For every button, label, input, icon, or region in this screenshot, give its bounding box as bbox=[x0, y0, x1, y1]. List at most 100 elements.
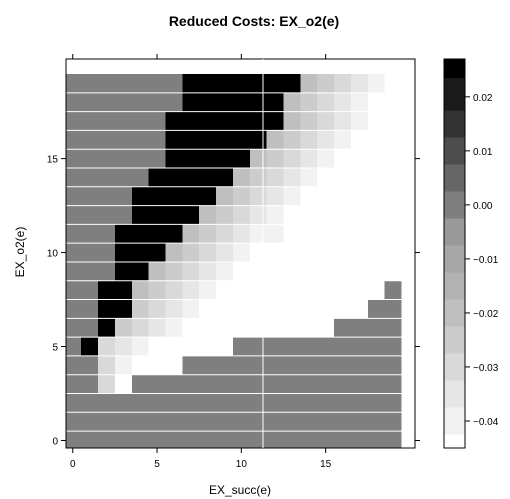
heatmap-cell bbox=[249, 130, 267, 150]
heatmap-cell bbox=[317, 130, 335, 150]
heatmap-cell bbox=[66, 205, 82, 225]
heatmap-cell bbox=[182, 111, 200, 131]
heatmap-cell bbox=[232, 261, 250, 281]
heatmap-cell bbox=[334, 412, 351, 432]
heatmap-cell bbox=[266, 224, 284, 244]
heatmap-cell bbox=[131, 205, 149, 225]
heatmap-cell bbox=[367, 167, 385, 187]
heatmap-cell bbox=[367, 431, 385, 448]
heatmap-cell bbox=[66, 431, 82, 448]
heatmap-cell bbox=[350, 374, 368, 394]
heatmap-cell bbox=[266, 130, 284, 150]
heatmap-cell bbox=[334, 280, 351, 300]
heatmap-cell bbox=[131, 111, 149, 131]
heatmap-cell bbox=[114, 205, 132, 225]
heatmap-cell bbox=[334, 261, 351, 281]
heatmap-cell bbox=[384, 74, 402, 93]
heatmap-cell bbox=[300, 393, 318, 413]
heatmap-cell bbox=[283, 318, 301, 338]
x-axis-ticks: 0 5 10 15 bbox=[70, 54, 332, 470]
heatmap-cell bbox=[384, 393, 402, 413]
heatmap-cell bbox=[384, 205, 402, 225]
heatmap-cell bbox=[384, 167, 402, 187]
heatmap-cell bbox=[131, 299, 149, 319]
heatmap-cell bbox=[266, 243, 284, 262]
heatmap-cell bbox=[300, 92, 318, 112]
heatmap-cell bbox=[350, 243, 368, 262]
heatmap-cell bbox=[114, 111, 132, 131]
heatmap-cell bbox=[334, 111, 351, 131]
heatmap-cell bbox=[334, 205, 351, 225]
heatmap-cell bbox=[334, 431, 351, 448]
heatmap-cell bbox=[182, 224, 200, 244]
heatmap-cell bbox=[266, 111, 284, 131]
heatmap-cell bbox=[98, 412, 115, 432]
heatmap-cell bbox=[131, 243, 149, 262]
heatmap-cell bbox=[266, 205, 284, 225]
heatmap-cell bbox=[249, 337, 267, 356]
heatmap-cell bbox=[317, 92, 335, 112]
heatmap-cell bbox=[148, 393, 166, 413]
heatmap-cell bbox=[283, 374, 301, 394]
heatmap-cell bbox=[384, 186, 402, 206]
heatmap-cell bbox=[283, 205, 301, 225]
colorbar-swatch bbox=[444, 245, 465, 273]
heatmap-cell bbox=[266, 92, 284, 112]
heatmap-cell bbox=[182, 318, 200, 338]
heatmap-cell bbox=[216, 412, 233, 432]
heatmap-cell bbox=[131, 431, 149, 448]
heatmap-cell bbox=[350, 299, 368, 319]
heatmap-cell bbox=[266, 337, 284, 356]
heatmap-cell bbox=[165, 374, 183, 394]
x-tick-label: 15 bbox=[320, 459, 332, 470]
heatmap-cell bbox=[98, 337, 115, 356]
heatmap-cell bbox=[266, 299, 284, 319]
heatmap-cell bbox=[199, 412, 217, 432]
heatmap-cell bbox=[66, 243, 82, 262]
heatmap-cell bbox=[300, 355, 318, 375]
heatmap-cell bbox=[216, 224, 233, 244]
heatmap-cell bbox=[300, 374, 318, 394]
heatmap-cell bbox=[317, 431, 335, 448]
x-tick-label: 5 bbox=[154, 459, 160, 470]
heatmap-cell bbox=[165, 74, 183, 93]
heatmap-cell bbox=[148, 130, 166, 150]
colorbar-swatch bbox=[444, 191, 465, 219]
heatmap-cell bbox=[81, 374, 99, 394]
row-separator-lines bbox=[66, 92, 415, 432]
heatmap-cell bbox=[148, 243, 166, 262]
heatmap-cell bbox=[216, 167, 233, 187]
heatmap-cell bbox=[114, 355, 132, 375]
heatmap-cell bbox=[232, 243, 250, 262]
heatmap-cell bbox=[300, 337, 318, 356]
heatmap-cell bbox=[66, 318, 82, 338]
heatmap-cell bbox=[266, 393, 284, 413]
heatmap-cell bbox=[283, 224, 301, 244]
heatmap-cell bbox=[283, 74, 301, 93]
heatmap-cell bbox=[216, 92, 233, 112]
chart-title: Reduced Costs: EX_o2(e) bbox=[169, 13, 339, 29]
heatmap-cell bbox=[216, 186, 233, 206]
heatmap-cell bbox=[81, 337, 99, 356]
heatmap-cell bbox=[300, 167, 318, 187]
heatmap-cell bbox=[148, 412, 166, 432]
heatmap-cell bbox=[182, 431, 200, 448]
heatmap-cell bbox=[182, 355, 200, 375]
heatmap-cell bbox=[334, 243, 351, 262]
heatmap-cell bbox=[266, 431, 284, 448]
heatmap-cell bbox=[232, 205, 250, 225]
heatmap-cell bbox=[165, 318, 183, 338]
heatmap-cell bbox=[131, 280, 149, 300]
heatmap-cell bbox=[367, 318, 385, 338]
heatmap-cell bbox=[232, 299, 250, 319]
heatmap-cell bbox=[317, 224, 335, 244]
heatmap-cell bbox=[131, 393, 149, 413]
heatmap-cell bbox=[66, 167, 82, 187]
colorbar-ticks: 0.02 0.01 0.00 −0.01 −0.02 −0.03 −0.04 bbox=[465, 93, 499, 428]
heatmap-cell bbox=[232, 186, 250, 206]
heatmap-cell bbox=[283, 186, 301, 206]
heatmap-cell bbox=[367, 130, 385, 150]
heatmap-cell bbox=[114, 261, 132, 281]
colorbar-swatch bbox=[444, 353, 465, 381]
